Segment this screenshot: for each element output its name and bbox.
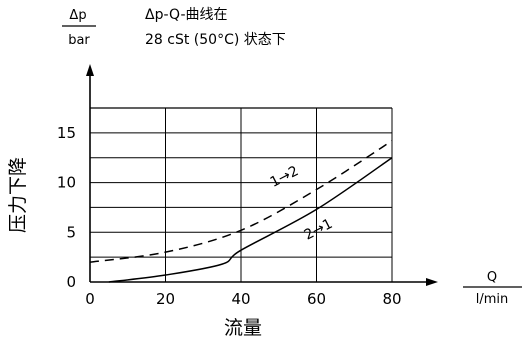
series-label-1-to-2: 1→2: [268, 163, 302, 191]
y-tick-label: 10: [57, 174, 76, 192]
series-label-2-to-1: 2→1: [302, 216, 336, 244]
x-tick-label: 60: [307, 290, 326, 308]
grid-lines: [90, 107, 393, 282]
y-axis-arrow: [86, 64, 94, 76]
x-tick-label: 80: [382, 290, 401, 308]
y-tick-label: 0: [66, 273, 76, 291]
y-tick-label: 5: [66, 223, 76, 241]
title-line-2: 28 cSt (50°C) 状态下: [145, 32, 286, 48]
title-line-1: Δp-Q-曲线在: [145, 7, 228, 23]
x-unit-q: Q: [487, 270, 497, 285]
axes: [86, 64, 438, 286]
y-unit-bar: bar: [68, 33, 90, 48]
series-line-2-to-1: [108, 157, 393, 283]
x-tick-label: 20: [156, 290, 175, 308]
x-axis-arrow: [426, 278, 438, 286]
tick-labels: 0 5 10 15 0 20 40 60 80: [57, 124, 402, 308]
x-tick-label: 40: [231, 290, 250, 308]
x-tick-label: 0: [85, 290, 95, 308]
x-axis-label: 流量: [224, 317, 262, 339]
y-tick-label: 15: [57, 124, 76, 142]
series-lines: [89, 140, 393, 283]
y-axis-label: 压力下降: [7, 157, 29, 233]
y-unit-symbol: Δp: [69, 8, 86, 23]
series-line-1-to-2: [89, 140, 393, 263]
x-unit-lmin: l/min: [476, 292, 509, 307]
